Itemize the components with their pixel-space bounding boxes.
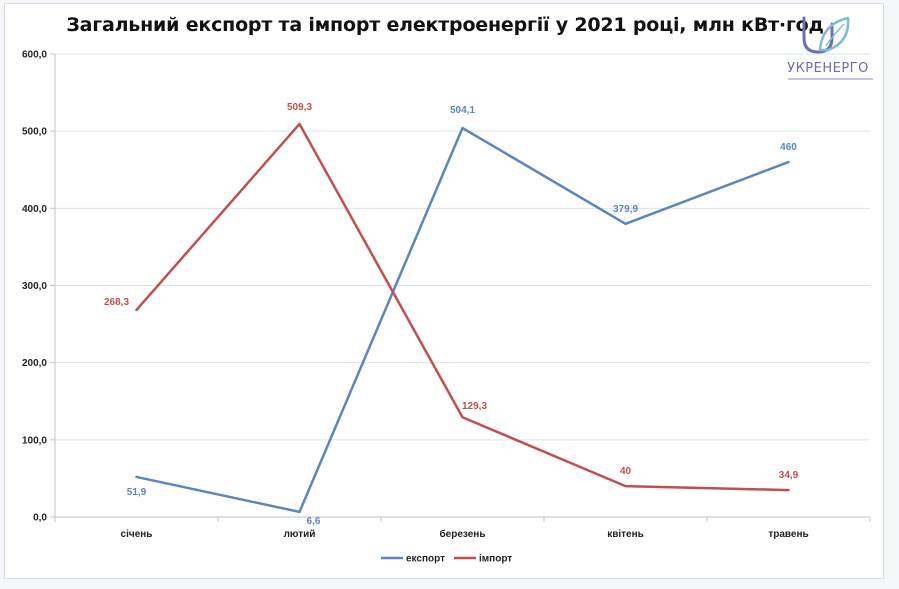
data-label: 504,1 [450,105,475,116]
y-tick-label: 600,0 [22,50,47,61]
chart-frame [4,3,884,579]
data-label: 509,3 [287,102,312,113]
data-label: 268,3 [104,297,129,308]
x-tick-label: травень [768,529,808,540]
series-line-експорт [135,126,790,514]
logo-subtitle-line [788,77,873,82]
ukrenergo-logo-icon [802,16,850,54]
data-label: 40 [620,466,632,477]
x-tick-label: лютий [284,529,316,540]
series-line-імпорт [135,122,790,492]
series-lines [135,122,790,514]
data-label: 6,6 [307,516,321,527]
chart-title: Загальний експорт та імпорт електроенерг… [66,14,824,36]
logo-wordmark: УКРЕНЕРГО [787,61,869,76]
data-label: 51,9 [127,487,147,498]
x-tick-label: березень [440,528,486,540]
legend-label: експорт [406,554,445,565]
y-axis: 0,0 100,0 200,0 300,0 400,0 500,0 600,0 [22,50,56,524]
data-label: 34,9 [779,470,799,481]
data-labels: 51,9 6,6 504,1 379,9 460 268,3 509,3 129,3 40 34,… [104,102,799,527]
legend: експорт імпорт [381,554,512,565]
x-axis: січень лютий березень квітень травень [54,517,871,540]
data-label: 129,3 [462,401,487,412]
gridlines [55,53,870,518]
ukrenergo-logo: УКРЕНЕРГО [778,10,878,88]
y-tick-label: 500,0 [22,127,47,138]
x-tick-label: квітень [607,529,644,540]
x-tick-label: січень [121,529,153,540]
y-tick-label: 200,0 [22,358,47,369]
y-tick-label: 0,0 [33,513,47,524]
y-tick-label: 300,0 [22,281,47,292]
legend-label: імпорт [479,554,512,565]
data-label: 460 [780,142,797,153]
y-tick-label: 400,0 [22,204,47,215]
y-tick-label: 100,0 [22,435,47,446]
data-label: 379,9 [613,204,638,215]
